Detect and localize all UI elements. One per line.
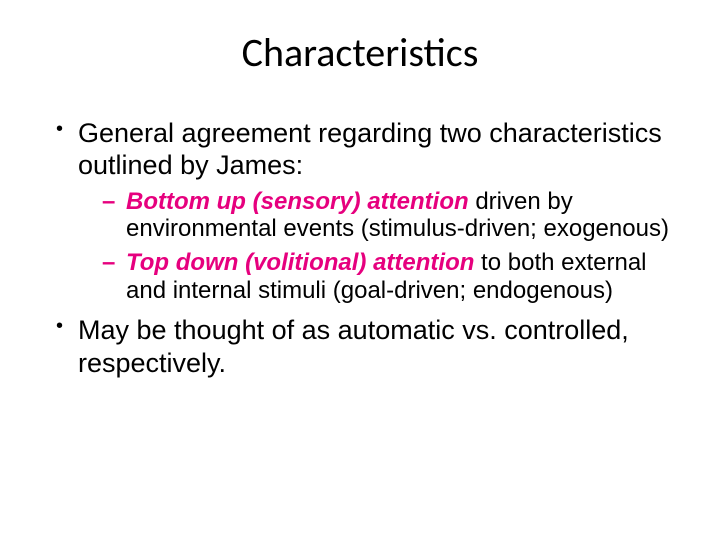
bullet-text: May be thought of as automatic vs. contr… — [78, 315, 629, 377]
sub-bullet-emph: Bottom up (sensory) attention — [126, 188, 469, 215]
sub-bullet-emph: Top down (volitional) attention — [126, 249, 474, 276]
sub-bullet-item: Top down (volitional) attention to both … — [102, 249, 670, 304]
bullet-list: General agreement regarding two characte… — [50, 117, 670, 379]
bullet-text: General agreement regarding two characte… — [78, 118, 662, 180]
bullet-item: General agreement regarding two characte… — [50, 117, 670, 304]
sub-bullet-item: Bottom up (sensory) attention driven by … — [102, 188, 670, 243]
slide: Characteristics General agreement regard… — [0, 0, 720, 540]
sub-bullet-list: Bottom up (sensory) attention driven by … — [102, 188, 670, 304]
bullet-item: May be thought of as automatic vs. contr… — [50, 314, 670, 379]
slide-title: Characteristics — [50, 28, 670, 77]
